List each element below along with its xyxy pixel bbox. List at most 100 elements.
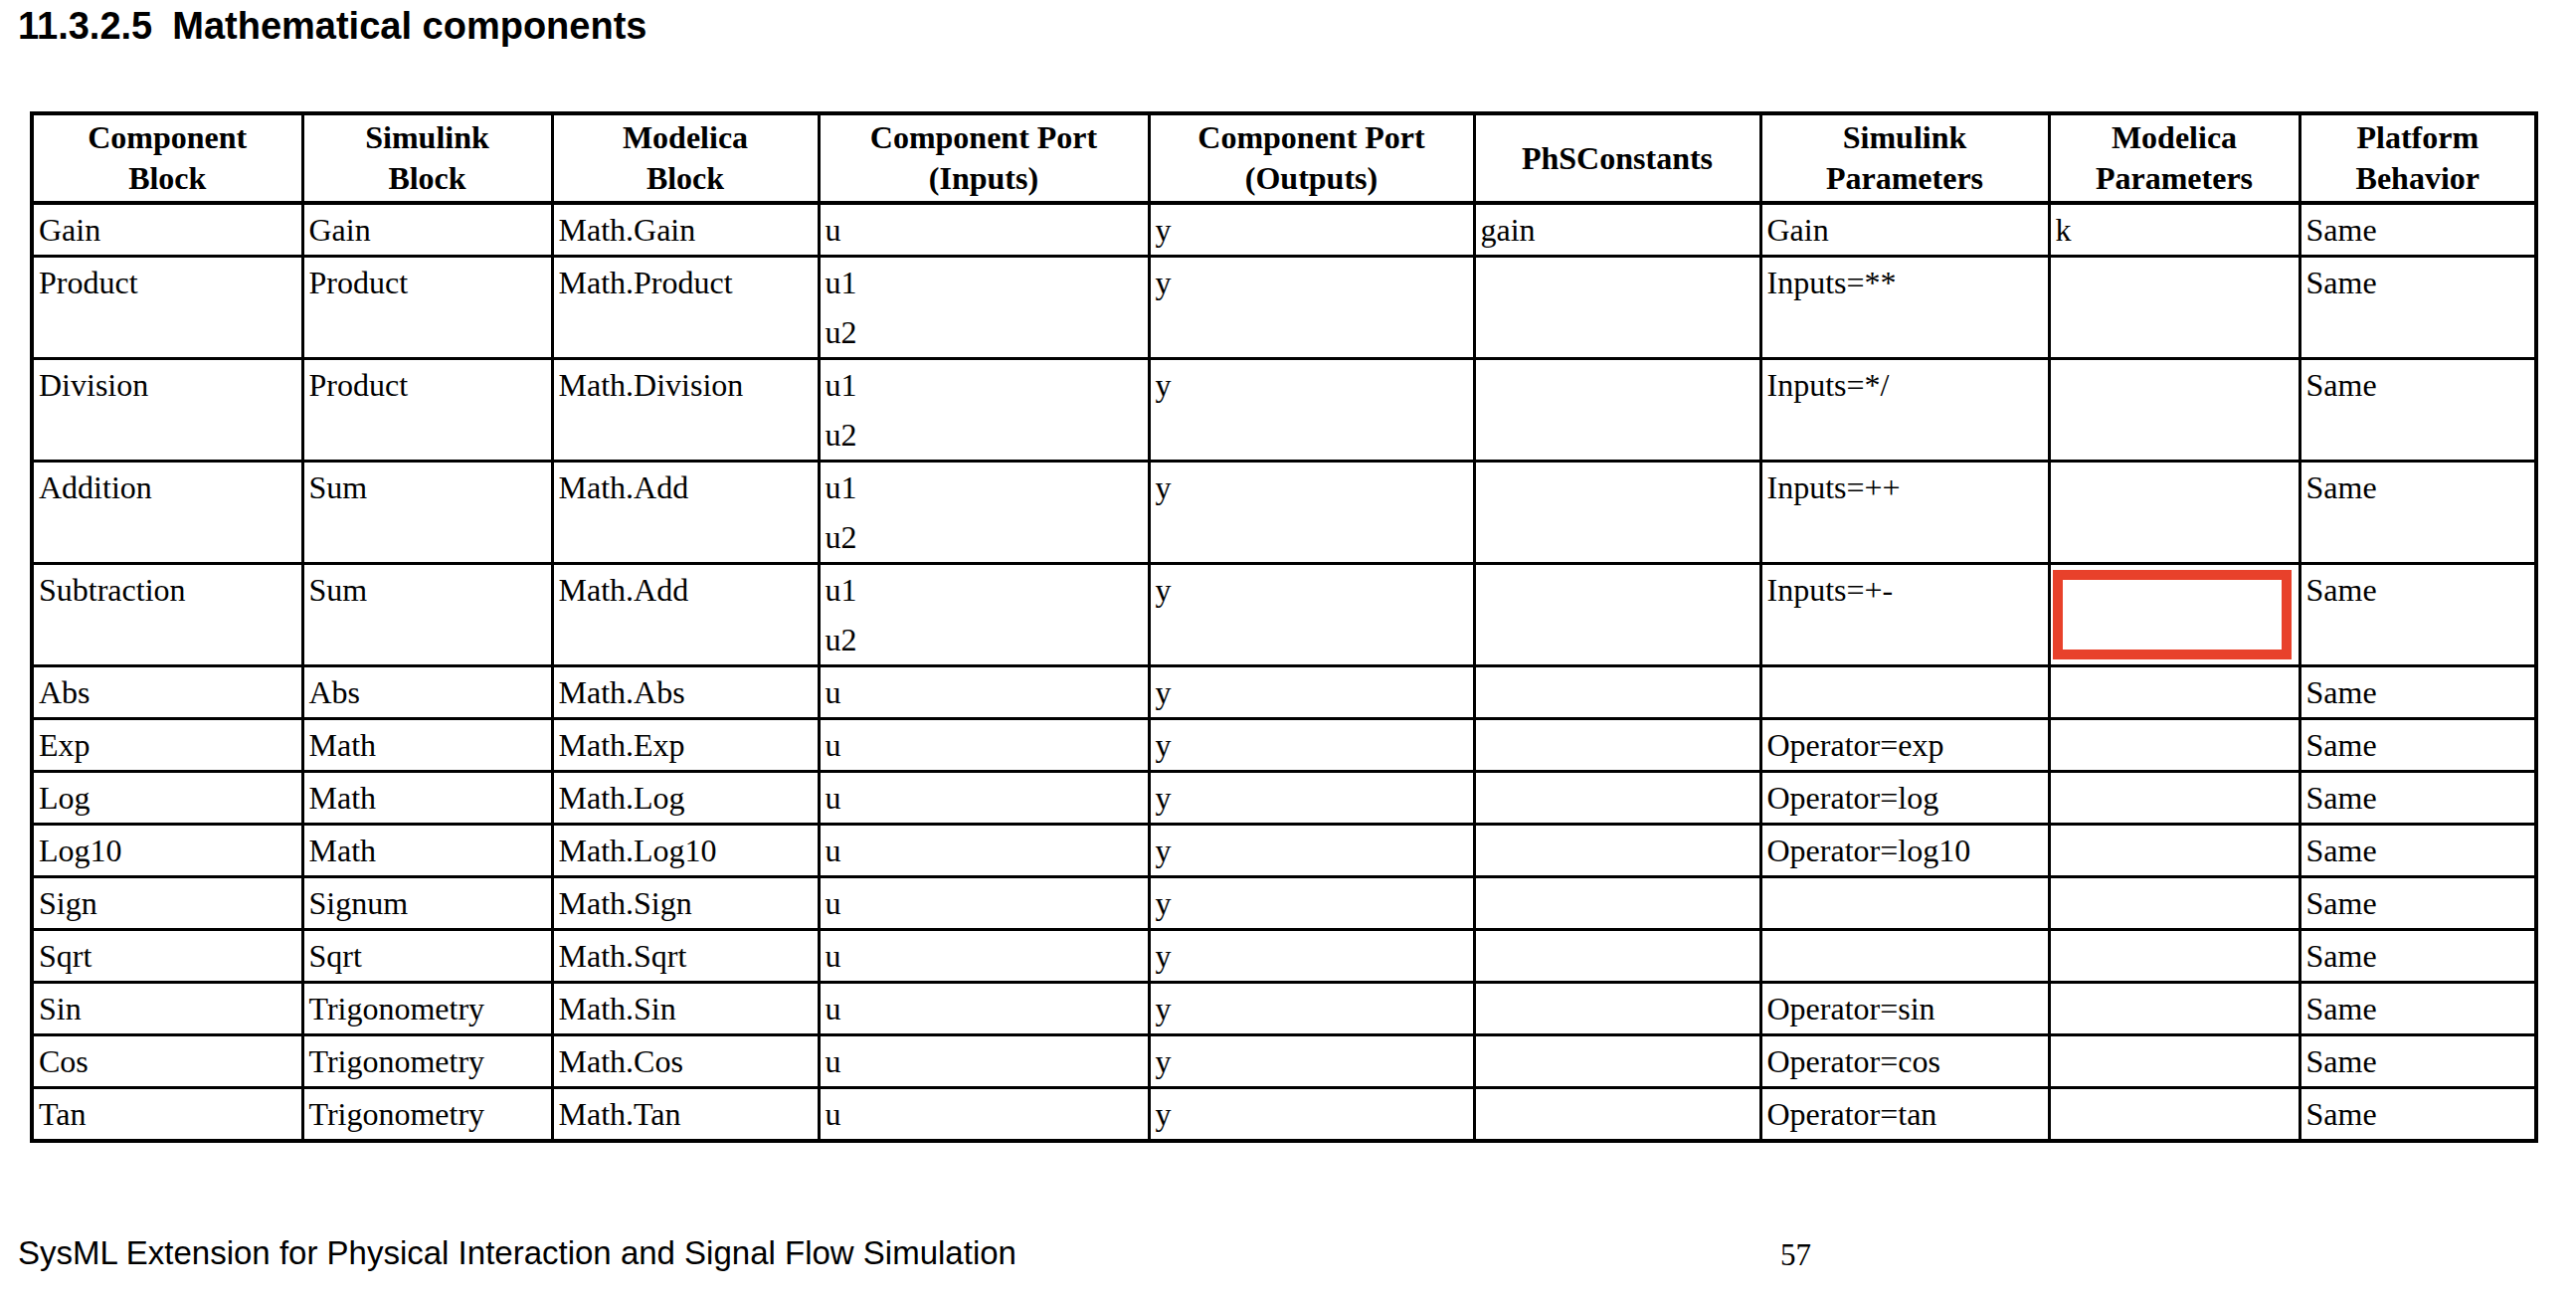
table-cell <box>1474 1088 1760 1142</box>
page-number: 57 <box>1780 1235 1811 1275</box>
table-cell: Exp <box>32 719 302 772</box>
table-cell: Product <box>32 257 302 359</box>
table-cell: y <box>1149 359 1474 462</box>
table-cell: Math.Sin <box>552 983 819 1035</box>
table-cell: Same <box>2300 666 2536 719</box>
table-cell: y <box>1149 772 1474 825</box>
table-cell <box>2049 983 2300 1035</box>
table-row: CosTrigonometryMath.CosuyOperator=cosSam… <box>32 1035 2536 1088</box>
table-cell: Log10 <box>32 825 302 877</box>
table-cell: Abs <box>32 666 302 719</box>
table-cell <box>1474 257 1760 359</box>
table-cell <box>1474 825 1760 877</box>
column-header-5: PhSConstants <box>1474 113 1760 203</box>
table-cell: u <box>819 1035 1149 1088</box>
table-cell <box>1474 359 1760 462</box>
table-cell: y <box>1149 257 1474 359</box>
table-cell: Operator=log <box>1760 772 2049 825</box>
table-row: SignSignumMath.SignuySame <box>32 877 2536 930</box>
table-cell <box>1474 564 1760 666</box>
table-cell <box>2049 930 2300 983</box>
table-cell: Same <box>2300 930 2536 983</box>
table-cell: u1 u2 <box>819 564 1149 666</box>
table-cell <box>2049 877 2300 930</box>
table-cell <box>1760 930 2049 983</box>
table-cell: Log <box>32 772 302 825</box>
table-cell: u <box>819 203 1149 257</box>
table-cell: u <box>819 825 1149 877</box>
table-cell: Division <box>32 359 302 462</box>
table-cell: Inputs=+- <box>1760 564 2049 666</box>
table-cell: Same <box>2300 462 2536 564</box>
table-cell: Same <box>2300 359 2536 462</box>
table-cell: y <box>1149 1088 1474 1142</box>
table-header-row: Component BlockSimulink BlockModelica Bl… <box>32 113 2536 203</box>
table-cell <box>1474 666 1760 719</box>
table-cell <box>2049 359 2300 462</box>
table-cell: Math.Product <box>552 257 819 359</box>
table-cell: Math.Gain <box>552 203 819 257</box>
table-row: AbsAbsMath.AbsuySame <box>32 666 2536 719</box>
table-cell: Abs <box>302 666 552 719</box>
table-cell <box>1474 983 1760 1035</box>
section-title: Mathematical components <box>172 5 646 47</box>
column-header-7: Modelica Parameters <box>2049 113 2300 203</box>
table-cell: Math.Sqrt <box>552 930 819 983</box>
table-cell: y <box>1149 719 1474 772</box>
table-cell: Trigonometry <box>302 1088 552 1142</box>
table-cell: Product <box>302 257 552 359</box>
table-cell: y <box>1149 564 1474 666</box>
column-header-4: Component Port (Outputs) <box>1149 113 1474 203</box>
table-cell <box>2049 825 2300 877</box>
table-cell: Gain <box>32 203 302 257</box>
section-heading: 11.3.2.5 Mathematical components <box>18 4 646 48</box>
table-cell: Operator=sin <box>1760 983 2049 1035</box>
table-cell: Trigonometry <box>302 983 552 1035</box>
table-cell <box>1760 877 2049 930</box>
table-cell: Math.Log <box>552 772 819 825</box>
table-cell: Math.Abs <box>552 666 819 719</box>
table-cell: Sum <box>302 462 552 564</box>
table-cell: Same <box>2300 983 2536 1035</box>
table-row: Log10MathMath.Log10uyOperator=log10Same <box>32 825 2536 877</box>
section-number: 11.3.2.5 <box>18 5 152 47</box>
table-cell: Same <box>2300 203 2536 257</box>
column-header-1: Simulink Block <box>302 113 552 203</box>
table-cell <box>2049 1035 2300 1088</box>
table-cell: Math.Sign <box>552 877 819 930</box>
table-cell: Same <box>2300 1035 2536 1088</box>
table-cell: Math <box>302 772 552 825</box>
column-header-6: Simulink Parameters <box>1760 113 2049 203</box>
table-cell: Inputs=++ <box>1760 462 2049 564</box>
table-cell: Sqrt <box>32 930 302 983</box>
table-cell: u <box>819 719 1149 772</box>
table-cell <box>2049 564 2300 666</box>
table-cell <box>1474 877 1760 930</box>
table-cell: Inputs=*/ <box>1760 359 2049 462</box>
table-cell <box>1474 930 1760 983</box>
table-row: GainGainMath.GainuygainGainkSame <box>32 203 2536 257</box>
table-cell: u1 u2 <box>819 359 1149 462</box>
table-cell: Product <box>302 359 552 462</box>
table-cell <box>1760 666 2049 719</box>
column-header-0: Component Block <box>32 113 302 203</box>
table-cell: u <box>819 772 1149 825</box>
table-row: AdditionSumMath.Addu1 u2yInputs=++Same <box>32 462 2536 564</box>
table-cell: Operator=log10 <box>1760 825 2049 877</box>
table-cell <box>2049 462 2300 564</box>
column-header-8: Platform Behavior <box>2300 113 2536 203</box>
table-cell: Math.Log10 <box>552 825 819 877</box>
table-row: LogMathMath.LoguyOperator=logSame <box>32 772 2536 825</box>
table-cell: Subtraction <box>32 564 302 666</box>
column-header-3: Component Port (Inputs) <box>819 113 1149 203</box>
table-cell: Inputs=** <box>1760 257 2049 359</box>
table-cell: Math.Cos <box>552 1035 819 1088</box>
table-cell: Sin <box>32 983 302 1035</box>
table-row: SqrtSqrtMath.SqrtuySame <box>32 930 2536 983</box>
table-cell: Same <box>2300 877 2536 930</box>
table-cell <box>2049 257 2300 359</box>
table-cell: Operator=tan <box>1760 1088 2049 1142</box>
table-cell: u <box>819 1088 1149 1142</box>
table-cell: y <box>1149 930 1474 983</box>
table-cell: Math.Add <box>552 564 819 666</box>
